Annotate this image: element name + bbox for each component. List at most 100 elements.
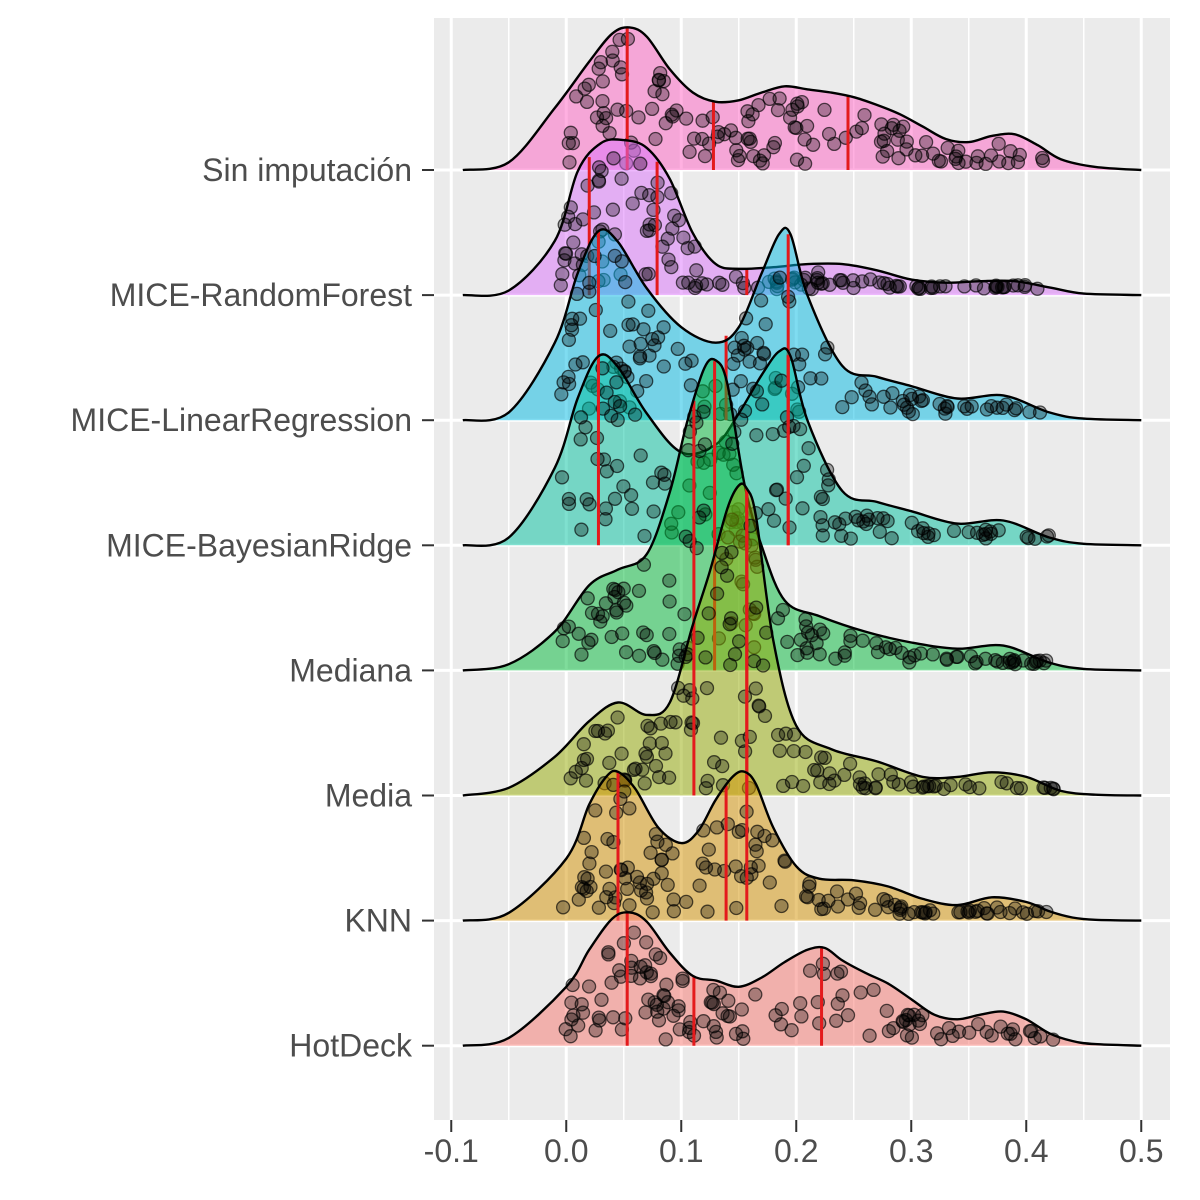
data-point — [821, 893, 836, 908]
data-point — [801, 879, 817, 894]
data-point — [815, 491, 830, 507]
data-point — [708, 1024, 724, 1040]
data-point — [829, 884, 845, 899]
data-point — [650, 330, 666, 345]
data-point — [666, 904, 682, 919]
data-point — [639, 373, 654, 389]
data-point — [561, 332, 577, 348]
data-point — [609, 605, 624, 620]
data-point — [720, 1008, 735, 1024]
data-point — [621, 294, 636, 309]
data-point — [661, 770, 677, 785]
data-point — [655, 652, 670, 667]
data-point — [625, 196, 640, 211]
data-point — [661, 252, 676, 267]
data-point — [725, 436, 740, 451]
data-point — [843, 628, 858, 643]
data-point — [709, 586, 725, 601]
data-point — [642, 217, 657, 232]
data-point — [643, 845, 658, 860]
data-point — [843, 633, 858, 649]
data-point — [679, 894, 694, 910]
data-point — [999, 776, 1014, 791]
data-point — [640, 718, 655, 734]
data-point — [790, 647, 805, 663]
data-point — [858, 383, 873, 398]
data-point — [607, 248, 622, 264]
data-point — [758, 317, 773, 332]
x-tick-label: 0.2 — [774, 1133, 818, 1169]
data-point — [735, 1024, 750, 1039]
ridge-mice-bayesianridge — [462, 347, 1142, 547]
x-tick-label: 0.4 — [1004, 1133, 1048, 1169]
data-point — [628, 761, 643, 776]
y-tick-label: KNN — [344, 903, 412, 939]
data-point — [862, 1028, 877, 1043]
data-point — [940, 140, 955, 156]
data-point — [784, 1023, 799, 1038]
data-point — [797, 132, 812, 147]
data-point — [765, 426, 780, 442]
data-point — [592, 1013, 607, 1028]
data-point — [902, 387, 918, 403]
data-point — [620, 860, 635, 875]
data-point — [643, 966, 658, 981]
data-point — [713, 730, 729, 745]
data-point — [595, 74, 610, 89]
data-point — [633, 156, 648, 171]
data-point — [591, 173, 606, 188]
data-point — [762, 91, 777, 107]
data-point — [929, 1026, 945, 1041]
data-point — [593, 614, 608, 629]
data-point — [644, 101, 660, 117]
data-point — [1008, 1032, 1023, 1047]
data-point — [580, 591, 595, 606]
data-point — [762, 875, 777, 890]
data-point — [833, 964, 849, 979]
data-point — [832, 517, 847, 532]
jitter-points — [561, 31, 1051, 172]
y-tick-label: Mediana — [289, 652, 412, 688]
data-point — [607, 491, 623, 506]
data-point — [886, 1020, 901, 1036]
data-point — [775, 602, 791, 618]
data-point — [941, 1020, 957, 1036]
data-point — [876, 511, 891, 526]
data-point — [876, 389, 891, 404]
data-point — [662, 594, 677, 609]
data-point — [951, 155, 966, 171]
data-point — [636, 557, 652, 572]
data-point — [593, 55, 609, 70]
data-point — [603, 323, 618, 339]
data-point — [794, 1009, 809, 1024]
data-point — [978, 526, 993, 542]
data-point — [645, 905, 660, 920]
data-point — [1003, 1026, 1018, 1041]
data-point — [984, 1028, 999, 1043]
data-point — [646, 644, 661, 659]
data-point — [906, 779, 921, 794]
data-point — [770, 102, 786, 118]
data-point — [734, 733, 750, 749]
data-point — [871, 767, 886, 782]
data-point — [671, 1003, 686, 1018]
data-point — [665, 846, 680, 861]
data-point — [931, 153, 946, 168]
y-tick-label: MICE-LinearRegression — [71, 402, 412, 438]
data-point — [711, 124, 726, 140]
data-point — [682, 144, 697, 160]
data-point — [555, 900, 571, 915]
x-tick-label: -0.1 — [424, 1133, 479, 1169]
data-point — [879, 1003, 894, 1019]
data-point — [715, 758, 730, 774]
ridge-media — [462, 482, 1142, 797]
data-point — [618, 274, 633, 290]
data-point — [834, 528, 849, 543]
density-area — [462, 483, 1142, 796]
data-point — [700, 904, 715, 919]
data-point — [582, 275, 597, 290]
data-point — [660, 877, 675, 893]
data-point — [743, 134, 758, 150]
data-point — [837, 648, 852, 663]
data-point — [984, 398, 999, 414]
